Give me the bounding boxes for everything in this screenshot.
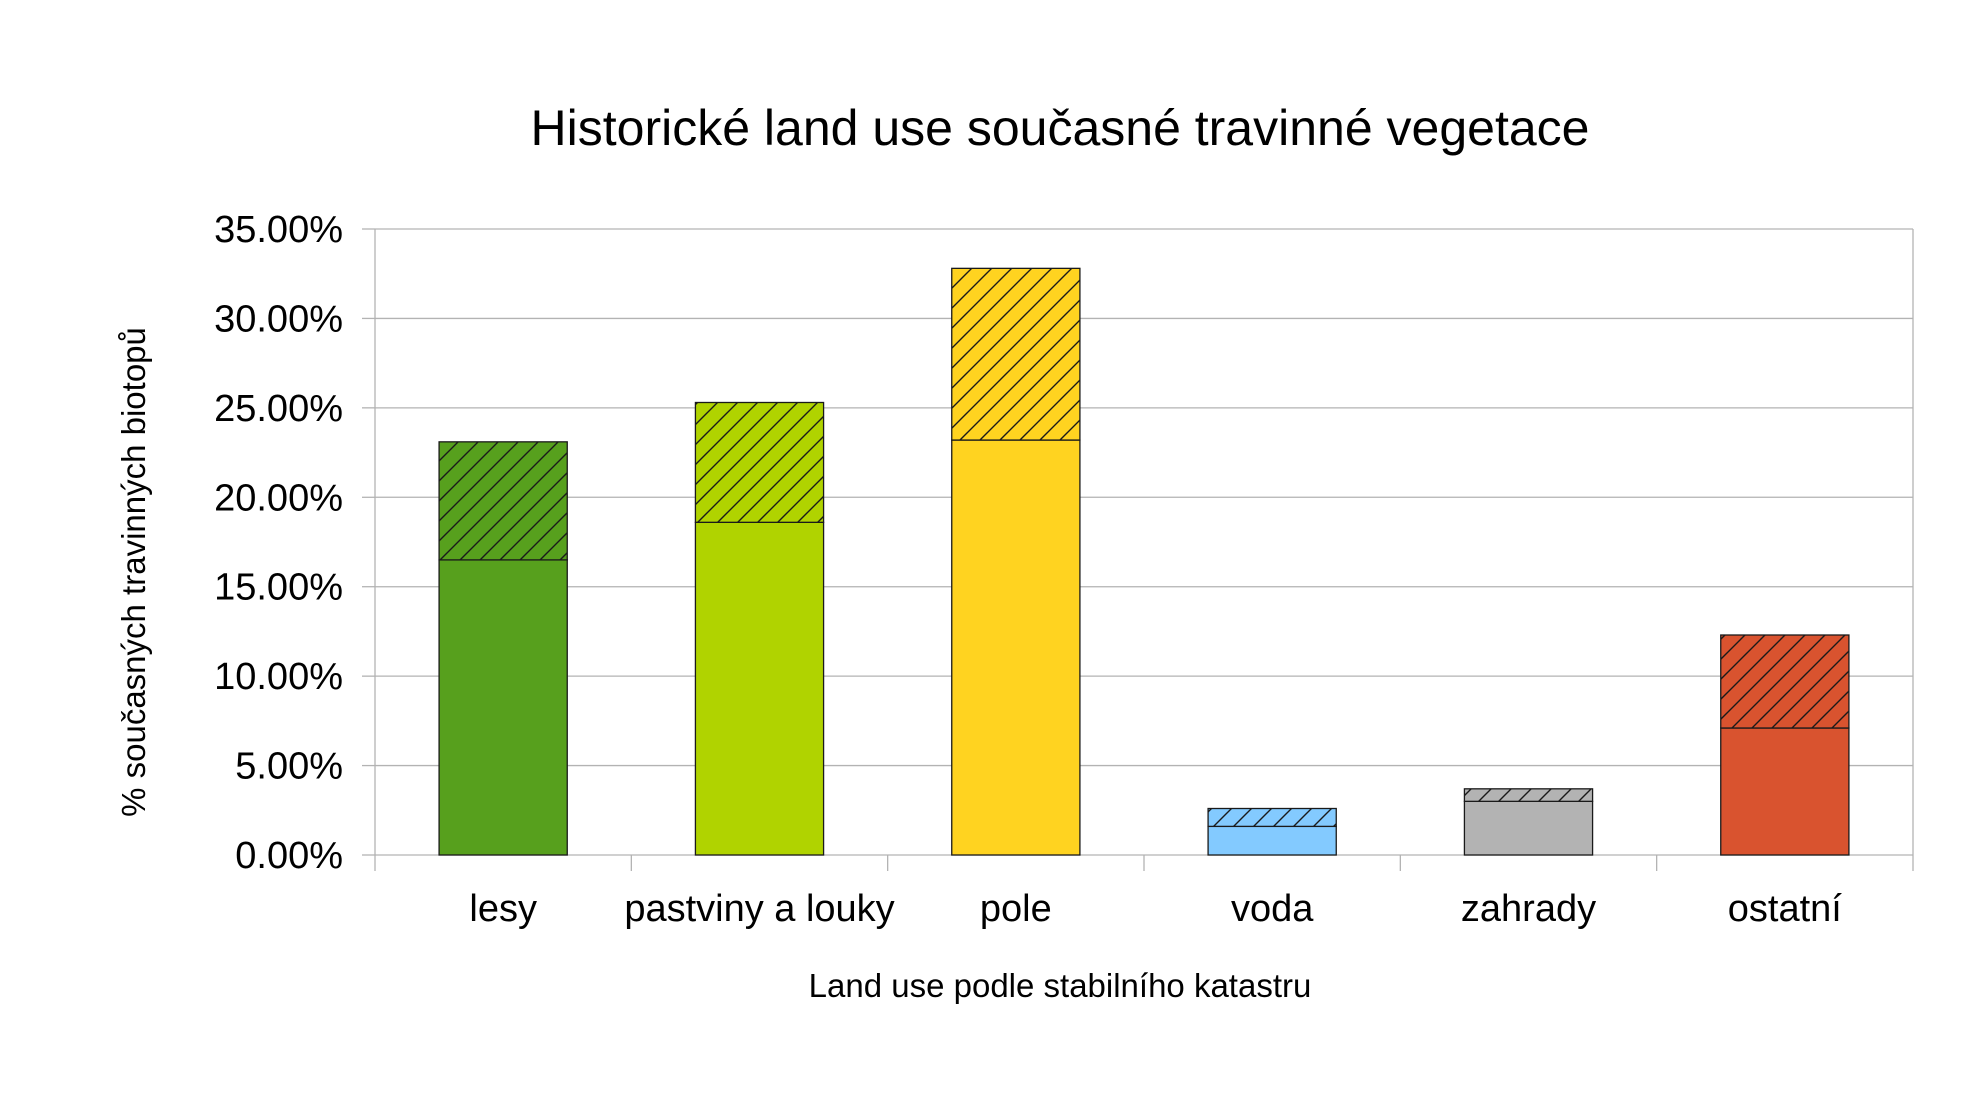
gridlines: [374, 228, 1914, 856]
y-tick-label: 30.00%: [214, 298, 343, 340]
x-axis: lesy pastviny a louky pole voda zahrady ostat…: [374, 855, 1914, 930]
bar-segment-hatched: [1720, 634, 1850, 729]
bar-segment-hatched: [1463, 788, 1594, 802]
bar-segment-solid: [951, 439, 1081, 856]
bar-segment-hatched: [1207, 807, 1337, 828]
bar-segment-solid: [1463, 800, 1594, 856]
x-axis-label: Land use podle stabilního katastru: [809, 967, 1312, 1004]
x-tick-label: lesy: [469, 888, 537, 930]
y-tick-label: 10.00%: [214, 656, 343, 698]
bar-segment-hatched: [438, 441, 568, 561]
bar-segment-solid: [1207, 825, 1337, 856]
y-tick-label: 25.00%: [214, 388, 343, 430]
x-tick-label: ostatní: [1728, 888, 1843, 930]
bar-segment-solid: [1720, 727, 1850, 856]
chart-title: Historické land use současné travinné ve…: [531, 100, 1590, 156]
bar-segment-hatched: [694, 401, 825, 523]
x-tick-label: pole: [980, 888, 1052, 930]
y-tick-label: 15.00%: [214, 567, 343, 609]
bar-segment-hatched: [951, 267, 1081, 441]
x-tick-label: zahrady: [1461, 888, 1596, 930]
x-tick-label: voda: [1231, 888, 1314, 930]
y-tick-label: 5.00%: [235, 746, 343, 788]
y-tick-label: 35.00%: [214, 209, 343, 251]
y-tick-label: 20.00%: [214, 477, 343, 519]
y-axis: 0.00% 5.00% 10.00% 15.00% 20.00% 25.00% 30.00%…: [214, 209, 375, 877]
bar-segment-solid: [694, 521, 825, 856]
bars: [438, 267, 1850, 856]
y-axis-label: % současných travinných biotopů: [115, 327, 152, 817]
bar-segment-solid: [438, 559, 568, 856]
y-tick-label: 0.00%: [235, 835, 343, 877]
x-tick-label: pastviny a louky: [624, 888, 894, 930]
